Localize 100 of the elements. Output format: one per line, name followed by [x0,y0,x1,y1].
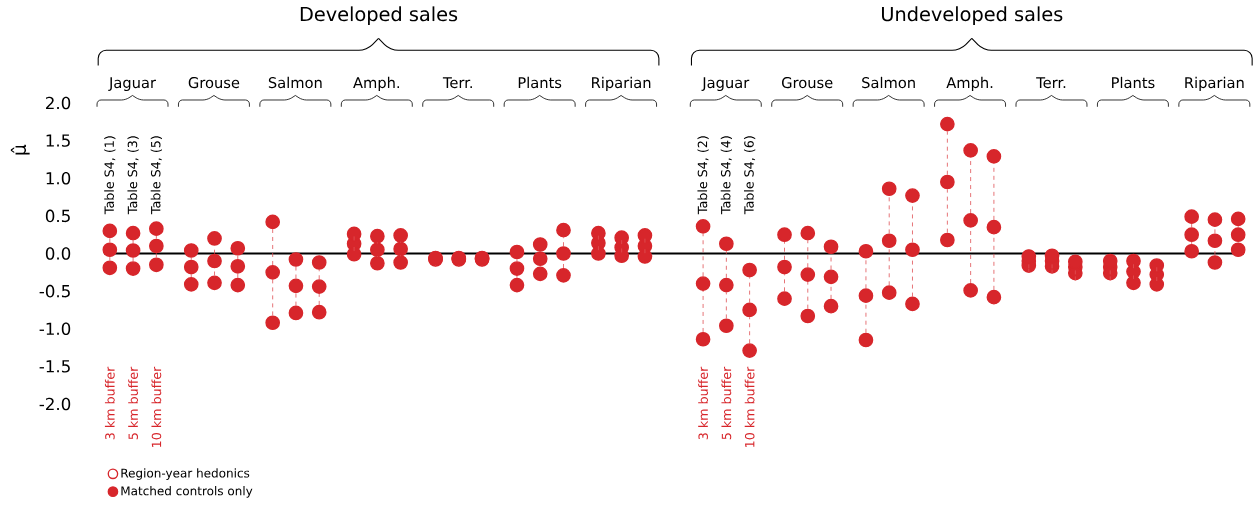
point [509,244,525,260]
point [986,149,1002,164]
y-tick-label: 0.0 [45,247,71,260]
point [265,315,281,331]
legend-label: Region-year hedonics [121,468,250,480]
annotation: 3 km buffer [698,366,708,440]
point [207,253,222,269]
annotation: Table S4, (4) [720,136,732,215]
point [509,277,525,293]
point [1149,277,1165,292]
point [823,239,839,255]
point [265,264,281,280]
point [532,266,548,282]
point [637,249,653,264]
y-tick-label: 0.5 [45,209,70,223]
annotation: Table S4, (2) [697,136,709,215]
point [393,255,408,270]
text: Plants [518,76,562,89]
text: Riparian [1185,76,1244,92]
text: Grouse [188,77,240,89]
point [800,225,816,241]
annotation: 5 km buffer [128,366,138,440]
point [637,228,653,243]
y-tick-label: -1.0 [39,322,71,336]
point [556,267,571,283]
text: Jaguar [701,77,750,92]
text: Jaguar [108,77,156,92]
point [230,258,246,274]
point [963,143,978,158]
point [940,232,955,248]
point [695,219,711,234]
y-tick-label: 1.0 [46,171,71,185]
text: Salmon [862,76,915,89]
point [311,279,327,294]
point [532,251,548,267]
point [963,283,978,298]
point [393,241,408,257]
y-tick-label: 1.5 [46,134,70,147]
point [1126,275,1141,291]
y-tick-label: -2.0 [39,397,71,411]
point [1207,233,1223,249]
point [695,331,711,347]
point [881,181,897,197]
point [1149,258,1165,273]
point [207,231,222,246]
text: Amph. [946,76,993,92]
point [265,214,281,230]
point [149,257,164,273]
point [311,304,327,320]
point [881,285,897,300]
point [858,288,874,303]
point [963,213,978,228]
legend-label: Matched controls only [121,486,253,498]
text: Developed sales [300,6,458,26]
point [1184,209,1199,224]
text: Riparian [592,76,651,92]
point [986,219,1002,235]
annotation: 10 km buffer [151,366,162,447]
point [719,236,734,252]
y-tick-label: -0.5 [39,284,70,298]
point [509,261,525,276]
point [940,174,955,190]
text: Salmon [268,76,322,89]
point [777,259,792,275]
text: Plants [1112,76,1155,89]
annotation: 3 km buffer [104,366,115,440]
annotation: 10 km buffer [744,366,755,447]
point [905,188,920,203]
point [207,275,222,291]
point [905,242,920,258]
point [556,222,571,238]
point [1184,227,1199,243]
point [719,277,734,293]
annotation: 5 km buffer [721,366,732,440]
point [800,308,816,324]
point [149,221,164,237]
point [1207,212,1223,227]
point [370,228,385,244]
text: Undeveloped sales [882,6,1063,26]
annotation: Table S4, (6) [743,136,756,215]
point [230,277,246,293]
point [149,238,164,254]
y-tick-label: 2.0 [46,96,71,110]
point [881,233,897,249]
point [288,305,304,321]
point [591,246,606,261]
point [905,296,920,312]
point [183,243,199,258]
annotation: Table S4, (5) [150,136,162,215]
point [940,116,955,132]
point [288,278,304,294]
point [777,291,792,306]
point [1207,255,1223,270]
text: Terr. [1036,77,1066,89]
point [858,243,874,259]
point [370,255,385,271]
point [125,243,141,258]
point [125,261,141,276]
point [311,255,327,270]
point [183,259,199,275]
